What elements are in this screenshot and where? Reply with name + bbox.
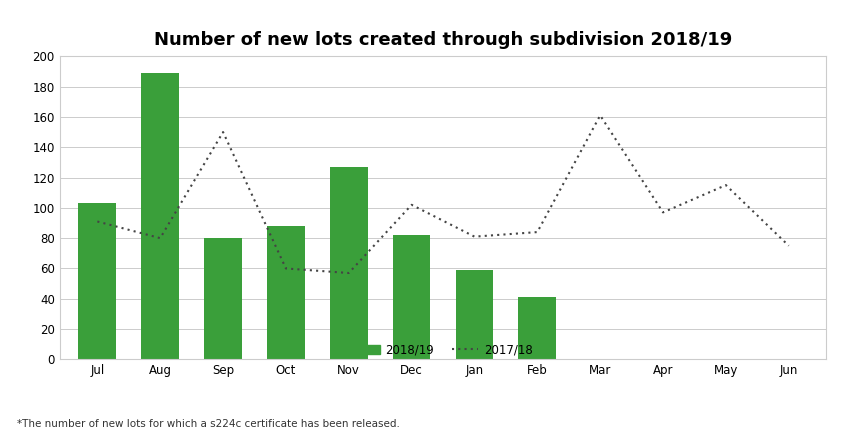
Bar bbox=[456, 270, 493, 359]
Bar bbox=[330, 167, 367, 359]
Bar bbox=[393, 235, 430, 359]
Bar bbox=[78, 204, 116, 359]
Bar bbox=[141, 73, 179, 359]
Legend: 2018/19, 2017/18: 2018/19, 2017/18 bbox=[348, 339, 538, 361]
Text: *The number of new lots for which a s224c certificate has been released.: *The number of new lots for which a s224… bbox=[17, 419, 400, 429]
Bar bbox=[519, 297, 556, 359]
Bar bbox=[267, 226, 305, 359]
Bar bbox=[204, 238, 242, 359]
Title: Number of new lots created through subdivision 2018/19: Number of new lots created through subdi… bbox=[154, 31, 732, 49]
